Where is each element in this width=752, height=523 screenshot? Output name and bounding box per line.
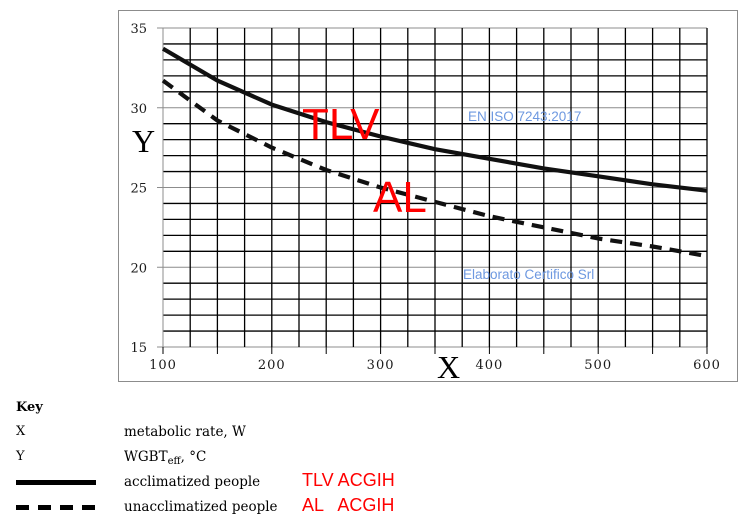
dashed-line-icon <box>16 505 96 510</box>
key-symbol-y: Y <box>16 449 25 464</box>
legend-key: Key X metabolic rate, W Y WGBTeff, °C ac… <box>16 398 736 523</box>
x-tick-label: 600 <box>693 358 721 373</box>
y-tick-label: 15 <box>130 341 147 356</box>
key-desc-y-sub: eff <box>167 456 181 467</box>
key-desc-acclimatized: acclimatized people <box>124 474 261 490</box>
key-row-y: Y WGBTeff, °C <box>16 447 736 469</box>
x-tick-label: 200 <box>258 358 286 373</box>
y-tick-label: 20 <box>130 261 147 276</box>
x-tick-label: 500 <box>584 358 612 373</box>
grid <box>162 27 708 348</box>
tlv-curve <box>161 46 708 193</box>
al-curve <box>161 78 708 259</box>
key-desc-y: WGBTeff, °C <box>124 449 206 467</box>
key-desc-x: metabolic rate, W <box>124 424 246 440</box>
x-tick-label: 100 <box>149 358 177 373</box>
key-title: Key <box>16 400 43 415</box>
chart-frame <box>118 10 738 382</box>
al-acgih-tag: AL ACGIH <box>302 495 395 515</box>
standard-annotation: EN ISO 7243:2017 <box>468 109 581 124</box>
y-tick-label: 35 <box>130 22 147 37</box>
key-row-unacclimatized: unacclimatized people AL ACGIH <box>16 495 736 519</box>
y-tick-label: 30 <box>130 102 147 117</box>
series-lines <box>161 46 708 259</box>
key-row-acclimatized: acclimatized people TLV ACGIH <box>16 470 736 494</box>
solid-line-icon <box>16 480 96 485</box>
al-annotation: AL <box>373 173 427 222</box>
key-desc-unacclimatized: unacclimatized people <box>124 499 278 515</box>
y-axis-letter: Y <box>132 123 155 159</box>
key-symbol-x: X <box>16 424 26 439</box>
key-row-x: X metabolic rate, W <box>16 422 736 444</box>
key-desc-y-tail: , °C <box>180 449 207 465</box>
x-tick-label: 400 <box>475 358 503 373</box>
tlv-acgih-tag: TLV ACGIH <box>302 470 395 490</box>
tlv-annotation: TLV <box>302 100 380 149</box>
key-desc-y-main: WGBT <box>124 449 168 465</box>
y-tick-label: 25 <box>130 182 147 197</box>
x-tick-label: 300 <box>367 358 395 373</box>
x-axis-letter: X <box>437 349 460 385</box>
credit-annotation: Elaborato Certifico Srl <box>463 267 594 282</box>
